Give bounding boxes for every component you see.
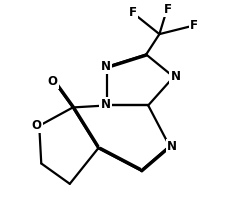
Text: N: N [100, 98, 110, 111]
Text: O: O [32, 119, 42, 132]
Text: N: N [166, 140, 176, 153]
Text: O: O [47, 75, 57, 88]
Text: F: F [189, 19, 197, 32]
Text: N: N [170, 70, 180, 83]
Text: N: N [100, 60, 110, 73]
Text: F: F [128, 6, 136, 19]
Text: F: F [163, 3, 171, 16]
